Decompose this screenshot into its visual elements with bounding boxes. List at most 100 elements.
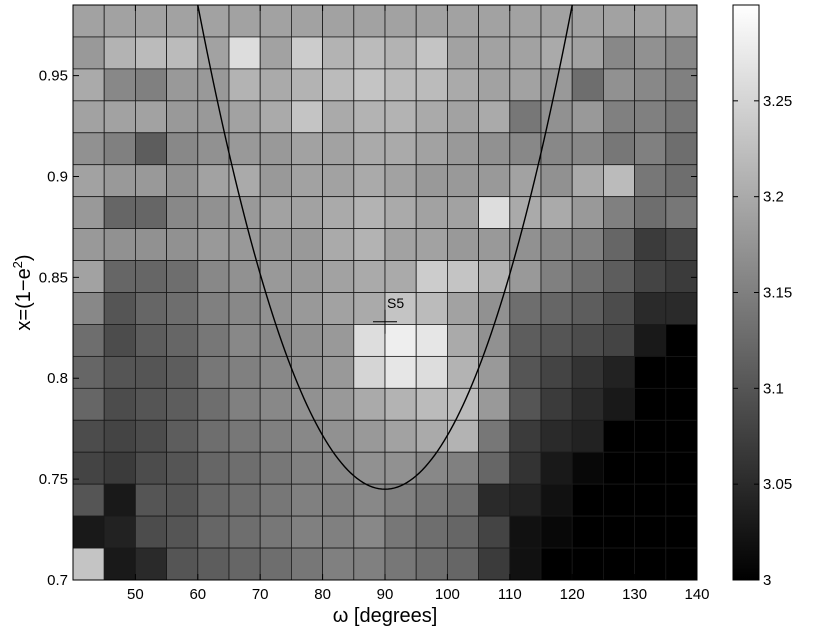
heatmap-cell bbox=[134, 292, 167, 325]
heatmap-cell bbox=[166, 228, 199, 261]
heatmap-cell bbox=[634, 196, 667, 230]
heatmap-cell bbox=[259, 292, 292, 325]
heatmap-cell bbox=[72, 100, 105, 134]
heatmap-cell bbox=[228, 387, 261, 421]
heatmap-cell bbox=[290, 515, 323, 549]
heatmap-cell bbox=[166, 4, 199, 38]
heatmap-cell bbox=[103, 547, 136, 581]
heatmap-cell bbox=[540, 387, 573, 421]
heatmap-cell bbox=[103, 355, 136, 389]
heatmap-cell bbox=[509, 451, 542, 485]
heatmap-cell bbox=[353, 164, 386, 198]
heatmap-cell bbox=[322, 100, 355, 134]
heatmap-cell bbox=[166, 100, 199, 134]
heatmap-cell bbox=[415, 4, 448, 38]
heatmap-cell bbox=[478, 451, 511, 485]
marker-layer: S5 bbox=[373, 295, 404, 334]
heatmap-cell bbox=[384, 324, 417, 357]
heatmap-cell bbox=[197, 132, 230, 166]
heatmap-cell bbox=[384, 68, 417, 102]
heatmap-cell bbox=[322, 68, 355, 102]
heatmap-cell bbox=[446, 36, 479, 70]
heatmap-cell bbox=[259, 419, 292, 453]
heatmap-cell bbox=[290, 164, 323, 198]
heatmap-cell bbox=[415, 132, 448, 166]
heatmap-cell bbox=[259, 515, 292, 549]
heatmap-cell bbox=[259, 355, 292, 389]
heatmap-cell bbox=[478, 132, 511, 166]
heatmap-cell bbox=[166, 515, 199, 549]
heatmap-cell bbox=[571, 419, 604, 453]
heatmap-cell bbox=[384, 228, 417, 261]
heatmap-cell bbox=[571, 164, 604, 198]
heatmap-cell bbox=[134, 515, 167, 549]
heatmap-cell bbox=[72, 196, 105, 230]
heatmap-cell bbox=[509, 196, 542, 230]
heatmap-cell bbox=[322, 292, 355, 325]
heatmap-cell bbox=[415, 515, 448, 549]
heatmap-cell bbox=[634, 515, 667, 549]
heatmap-cell bbox=[228, 100, 261, 134]
heatmap-cell bbox=[509, 483, 542, 517]
heatmap-cell bbox=[322, 260, 355, 293]
heatmap-cell bbox=[134, 132, 167, 166]
heatmap-cell bbox=[509, 68, 542, 102]
heatmap-cell bbox=[197, 196, 230, 230]
heatmap-cell bbox=[415, 36, 448, 70]
heatmap-cell bbox=[228, 196, 261, 230]
heatmap-cell bbox=[228, 260, 261, 293]
heatmap-cell bbox=[322, 164, 355, 198]
heatmap-cell bbox=[634, 324, 667, 357]
heatmap-cell bbox=[634, 68, 667, 102]
x-tick-label: 120 bbox=[560, 586, 585, 603]
heatmap-cell bbox=[415, 547, 448, 581]
heatmap-cell bbox=[290, 292, 323, 325]
heatmap-cell bbox=[540, 451, 573, 485]
heatmap-cell bbox=[197, 100, 230, 134]
heatmap-cell bbox=[540, 132, 573, 166]
heatmap-cell bbox=[384, 164, 417, 198]
heatmap-cell bbox=[72, 164, 105, 198]
heatmap-cell bbox=[103, 451, 136, 485]
heatmap-cell bbox=[634, 547, 667, 581]
colorbar-ticks: 3 3.05 3.1 3.15 3.2 3.25 bbox=[733, 93, 792, 589]
heatmap-cell bbox=[603, 100, 636, 134]
heatmap-cell bbox=[259, 483, 292, 517]
heatmap-cell bbox=[571, 132, 604, 166]
heatmap-cell bbox=[571, 292, 604, 325]
heatmap-cell bbox=[228, 451, 261, 485]
heatmap-cell bbox=[72, 547, 105, 581]
heatmap-cell bbox=[134, 419, 167, 453]
heatmap-cell bbox=[571, 515, 604, 549]
heatmap-cell bbox=[103, 483, 136, 517]
heatmap-cell bbox=[103, 515, 136, 549]
heatmap-cell bbox=[103, 196, 136, 230]
heatmap-cell bbox=[603, 68, 636, 102]
heatmap-cell bbox=[72, 4, 105, 38]
heatmap-cell bbox=[353, 260, 386, 293]
heatmap-cell bbox=[290, 419, 323, 453]
heatmap-cell bbox=[353, 4, 386, 38]
bound-curve bbox=[197, 4, 573, 490]
heatmap-cell bbox=[290, 260, 323, 293]
heatmap-cell bbox=[103, 100, 136, 134]
heatmap-cell bbox=[353, 36, 386, 70]
x-tick-label: 110 bbox=[498, 586, 522, 603]
heatmap-cell bbox=[540, 355, 573, 389]
heatmap-cell bbox=[509, 419, 542, 453]
heatmap-cell bbox=[322, 36, 355, 70]
heatmap-cell bbox=[384, 132, 417, 166]
heatmap-cell bbox=[603, 387, 636, 421]
heatmap-cell bbox=[134, 100, 167, 134]
heatmap-cell bbox=[665, 547, 698, 581]
heatmap-cell bbox=[353, 387, 386, 421]
heatmap-cell bbox=[540, 100, 573, 134]
heatmap-cell bbox=[228, 419, 261, 453]
heatmap-cell bbox=[446, 515, 479, 549]
heatmap-cell bbox=[415, 483, 448, 517]
heatmap-cell bbox=[197, 36, 230, 70]
heatmap-cell bbox=[353, 419, 386, 453]
y-axis-label-close: ) bbox=[13, 254, 35, 261]
heatmap-cell bbox=[322, 228, 355, 261]
